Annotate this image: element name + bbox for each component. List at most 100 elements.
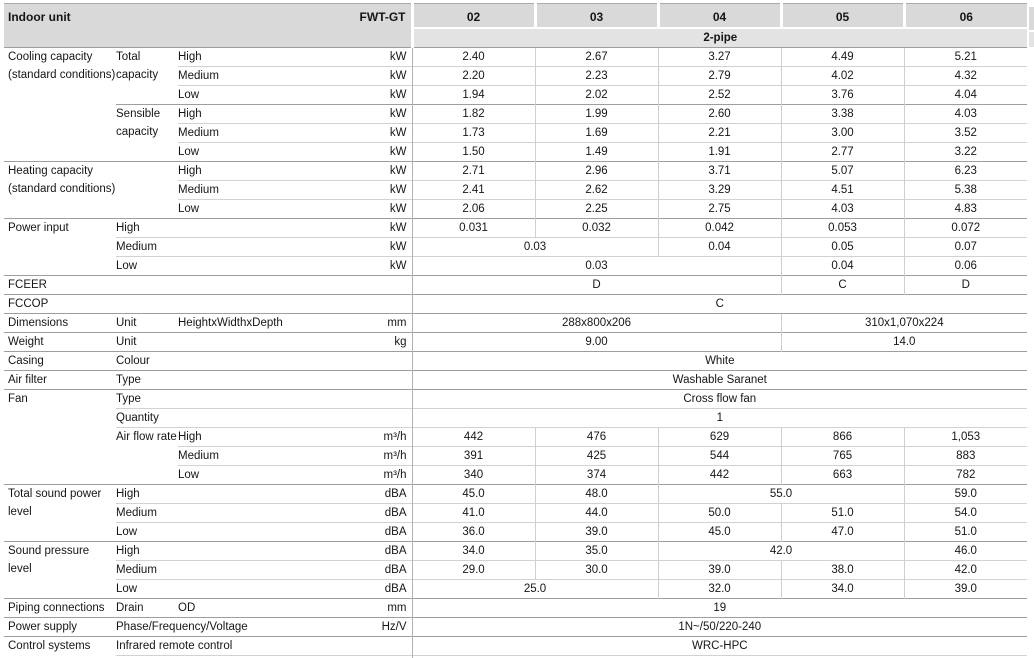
- category-label: Piping connections: [4, 597, 116, 617]
- value-cell: 36.0: [411, 521, 536, 541]
- value-cell: 0.07: [903, 236, 1028, 256]
- value-cell: 2.41: [411, 179, 536, 199]
- subcategory-label: Total capacity: [116, 46, 178, 104]
- value-cell: 0.032: [534, 217, 659, 237]
- value-cell: 3.22: [903, 141, 1028, 161]
- value-cell: 0.06: [903, 255, 1028, 275]
- value-cell: 5.21: [903, 46, 1028, 66]
- row-drain: Piping connections Drain OD mm 19: [4, 597, 1028, 617]
- value-cell: 4.03: [780, 198, 905, 218]
- value-cell: 3.27: [657, 46, 782, 66]
- unit-label: mm: [356, 312, 413, 332]
- row-wired-remote: Wired remote control MERCA / SRC-HPA: [4, 654, 1028, 658]
- value-cell: 1.69: [534, 122, 659, 142]
- value-cell: 0.072: [903, 217, 1028, 237]
- category-label: Power input: [4, 217, 116, 275]
- value-cell: 4.04: [903, 84, 1028, 104]
- value-cell: 2.96: [534, 160, 659, 180]
- unit-label: dBA: [356, 559, 413, 579]
- unit-label: kg: [356, 331, 413, 351]
- value-cell: 4.83: [903, 198, 1028, 218]
- subcategory-label: Unit: [116, 312, 178, 332]
- value-cell: 2.21: [657, 122, 782, 142]
- unit-label: dBA: [356, 578, 413, 598]
- value-cell: 391: [411, 445, 536, 465]
- value-cell: 1.99: [534, 103, 659, 123]
- value-cell: 2.02: [534, 84, 659, 104]
- level-label: Low: [178, 84, 356, 104]
- level-label: Low: [178, 464, 356, 484]
- empty-cell: [116, 160, 178, 218]
- row-spl-high: Sound pressure level High dBA 34.0 35.0 …: [4, 540, 1028, 598]
- category-label: Dimensions: [4, 312, 116, 332]
- value-cell: 442: [657, 464, 782, 484]
- level-label: Low: [178, 198, 356, 218]
- row-fan-type: Fan Type Cross flow fan: [4, 388, 1028, 484]
- category-label: Air filter: [4, 369, 116, 389]
- category-label: Cooling capacity (standard conditions): [4, 46, 116, 161]
- value-cell: 6.23: [903, 160, 1028, 180]
- value-cell: 30.0: [534, 559, 659, 579]
- level-label: HeightxWidthxDepth: [178, 312, 356, 332]
- spec-table: Indoor unit FWT-GT 02 03 04 05 06 2-pipe…: [4, 3, 1028, 658]
- value-cell: 866: [780, 426, 905, 446]
- column-header: 02: [410, 3, 536, 28]
- unit-label: dBA: [356, 540, 413, 560]
- level-label: Low: [116, 521, 356, 541]
- system-header-row: 2-pipe: [4, 26, 1028, 47]
- value-cell: 0.053: [780, 217, 905, 237]
- level-label: High: [116, 217, 356, 237]
- value-cell: 42.0: [657, 540, 905, 560]
- value-cell: 1.50: [411, 141, 536, 161]
- level-label: Low: [116, 255, 356, 275]
- value-cell: 3.76: [780, 84, 905, 104]
- column-header: 04: [656, 3, 782, 28]
- value-cell: D: [411, 274, 782, 294]
- value-cell: 38.0: [780, 559, 905, 579]
- value-cell: 34.0: [411, 540, 536, 560]
- value-cell: 39.0: [534, 521, 659, 541]
- level-label: Medium: [178, 65, 356, 85]
- unit-label: kW: [356, 198, 413, 218]
- level-label: High: [178, 46, 356, 66]
- value-cell: 0.03: [411, 236, 659, 256]
- subcategory-label: Type: [116, 388, 413, 408]
- value-cell: 29.0: [411, 559, 536, 579]
- value-cell: 1N~/50/220-240: [411, 616, 1028, 636]
- level-label: Low: [178, 141, 356, 161]
- unit-label: mm: [356, 597, 413, 617]
- value-cell: 2.62: [534, 179, 659, 199]
- category-label: Sound pressure level: [4, 540, 116, 598]
- subcategory-label: Infrared remote control: [116, 635, 413, 655]
- row-cooling-total-low: Low kW 1.94 2.02 2.52 3.76 4.04: [4, 84, 1028, 104]
- value-cell: 2.75: [657, 198, 782, 218]
- level-label: Medium: [116, 236, 356, 256]
- value-cell: 45.0: [657, 521, 782, 541]
- value-cell: 5.38: [903, 179, 1028, 199]
- unit-label: kW: [356, 179, 413, 199]
- level-label: Medium: [116, 502, 356, 522]
- value-cell: 45.0: [411, 483, 536, 503]
- value-cell: 765: [780, 445, 905, 465]
- level-label: High: [178, 160, 356, 180]
- value-cell: 3.00: [780, 122, 905, 142]
- row-spl-low: Low dBA 25.0 32.0 34.0 39.0: [4, 578, 1028, 598]
- value-cell: 14.0: [780, 331, 1028, 351]
- column-header: 05: [779, 3, 905, 28]
- value-cell: 46.0: [903, 540, 1028, 560]
- model-header-row: Indoor unit FWT-GT 02 03 04 05 06: [4, 3, 1028, 47]
- row-cooling-sensible-high: Sensible capacity High kW 1.82 1.99 2.60…: [4, 103, 1028, 161]
- model-header-cell: Indoor unit FWT-GT: [4, 3, 413, 47]
- value-cell: 59.0: [903, 483, 1028, 503]
- value-cell: 4.32: [903, 65, 1028, 85]
- unit-label: kW: [356, 84, 413, 104]
- row-heating-high: Heating capacity (standard conditions) H…: [4, 160, 1028, 218]
- row-power-medium: Medium kW 0.03 0.04 0.05 0.07: [4, 236, 1028, 256]
- model-code: FWT-GT: [359, 10, 406, 24]
- level-label: Medium: [116, 559, 356, 579]
- subcategory-label: Air flow rate: [116, 426, 178, 484]
- value-cell: 1: [411, 407, 1028, 427]
- value-cell: 41.0: [411, 502, 536, 522]
- value-cell: 476: [534, 426, 659, 446]
- category-label: FCCOP: [4, 293, 413, 313]
